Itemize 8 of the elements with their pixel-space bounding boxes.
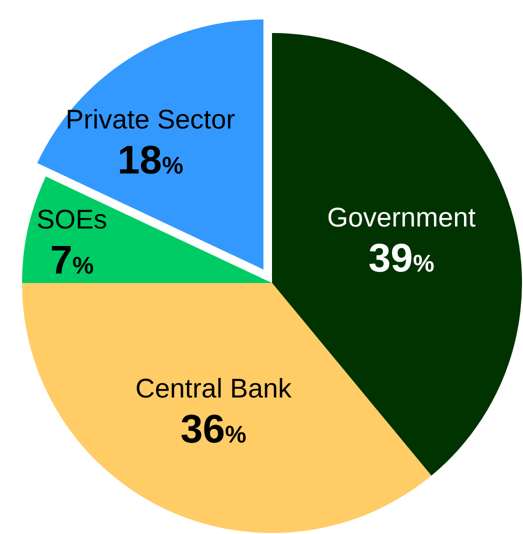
data-label: 39%	[368, 236, 434, 280]
slice-label: Government	[327, 202, 476, 232]
slice-label: SOEs	[36, 204, 108, 234]
data-label: 7%	[50, 238, 94, 282]
data-label: 36%	[180, 407, 246, 452]
data-label: 18%	[117, 138, 184, 183]
slice-label: Private Sector	[66, 104, 236, 135]
slice-label: Central Bank	[135, 373, 292, 404]
